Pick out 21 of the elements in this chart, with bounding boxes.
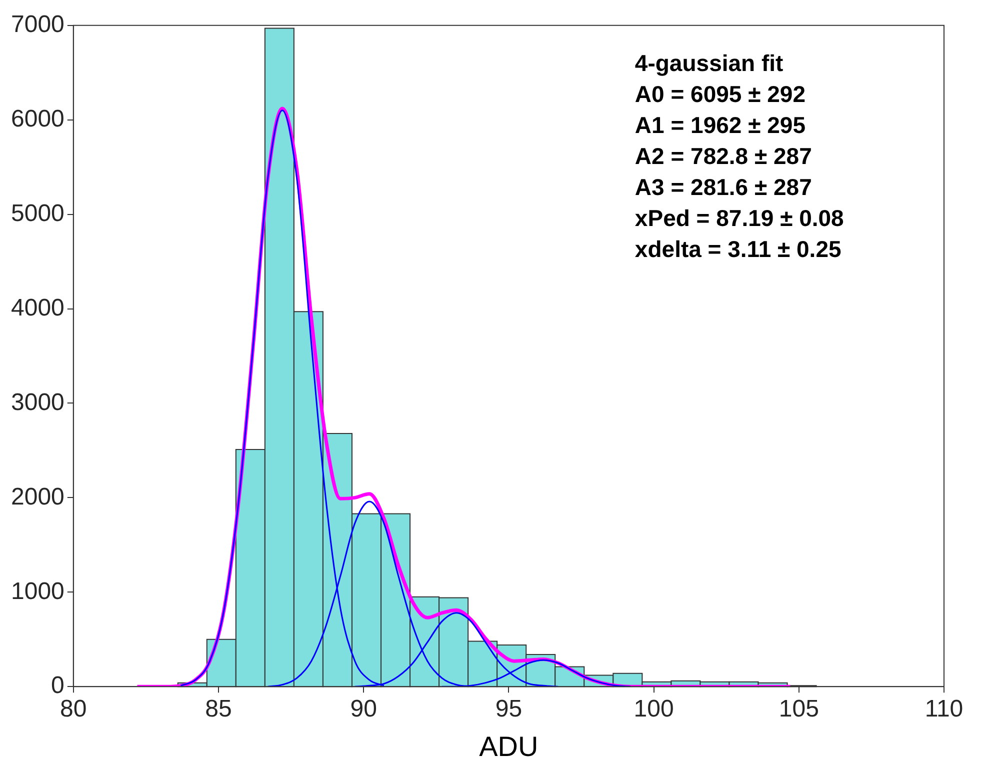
x-tick-label: 95 [495, 696, 522, 723]
annotation: A1 = 1962 ± 295 [634, 112, 806, 138]
y-tick-label: 6000 [11, 105, 64, 132]
annotation: xPed = 87.19 ± 0.08 [634, 205, 844, 232]
y-tick-label: 3000 [11, 388, 64, 416]
x-tick-label: 100 [634, 696, 674, 723]
annotation: xdelta = 3.11 ± 0.25 [634, 236, 842, 262]
annotation: 4-gaussian fit [634, 50, 784, 76]
x-axis-title: ADU [479, 730, 538, 762]
y-tick-label: 4000 [11, 294, 64, 322]
x-tick-label: 110 [924, 696, 964, 723]
y-tick-label: 1000 [11, 578, 64, 605]
y-tick-label: 7000 [11, 11, 64, 38]
x-tick-label: 105 [778, 696, 819, 723]
x-tick-label: 85 [205, 696, 232, 723]
annotation: A0 = 6095 ± 292 [634, 81, 806, 108]
annotation: A3 = 281.6 ± 287 [634, 174, 812, 200]
x-tick-label: 90 [350, 696, 377, 723]
y-tick-label: 5000 [11, 200, 64, 227]
y-tick-label: 2000 [11, 483, 64, 510]
annotation: A2 = 782.8 ± 287 [634, 143, 812, 170]
